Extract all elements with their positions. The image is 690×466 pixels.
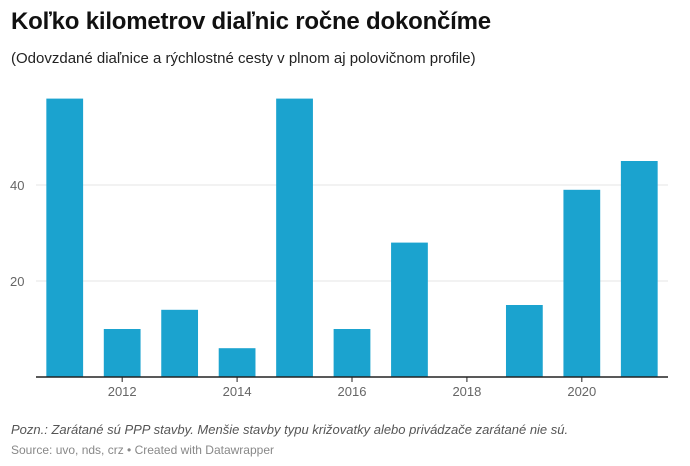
bar-2012 [103, 329, 141, 377]
source-credit: Source: uvo, nds, crz • Created with Dat… [11, 443, 274, 457]
x-tick-label: 2014 [223, 384, 252, 399]
x-tick-label: 2018 [452, 384, 481, 399]
bar-2013 [161, 309, 199, 377]
bar-2016 [333, 329, 371, 377]
x-tick-label: 2012 [108, 384, 137, 399]
bars [46, 98, 658, 377]
gridlines [36, 184, 668, 282]
x-tick-label: 2016 [338, 384, 367, 399]
bar-2020 [563, 189, 601, 377]
chart-title: Koľko kilometrov diaľnic ročne dokončíme [11, 8, 491, 35]
chart-subtitle: (Odovzdané diaľnice a rýchlostné cesty v… [11, 50, 476, 67]
bar-2021 [620, 161, 658, 377]
x-axis-ticks: 2012 2014 2016 2018 2020 [108, 377, 596, 399]
bar-2019 [505, 305, 543, 377]
y-tick-label: 20 [10, 274, 24, 289]
bar-2015 [276, 98, 313, 377]
x-tick-label: 2020 [567, 384, 596, 399]
y-tick-label: 40 [10, 178, 24, 193]
bar-2011 [46, 98, 84, 377]
footnote: Pozn.: Zarátané sú PPP stavby. Menšie st… [11, 422, 569, 437]
bar-2014 [218, 348, 256, 377]
bar-2017 [391, 242, 428, 377]
